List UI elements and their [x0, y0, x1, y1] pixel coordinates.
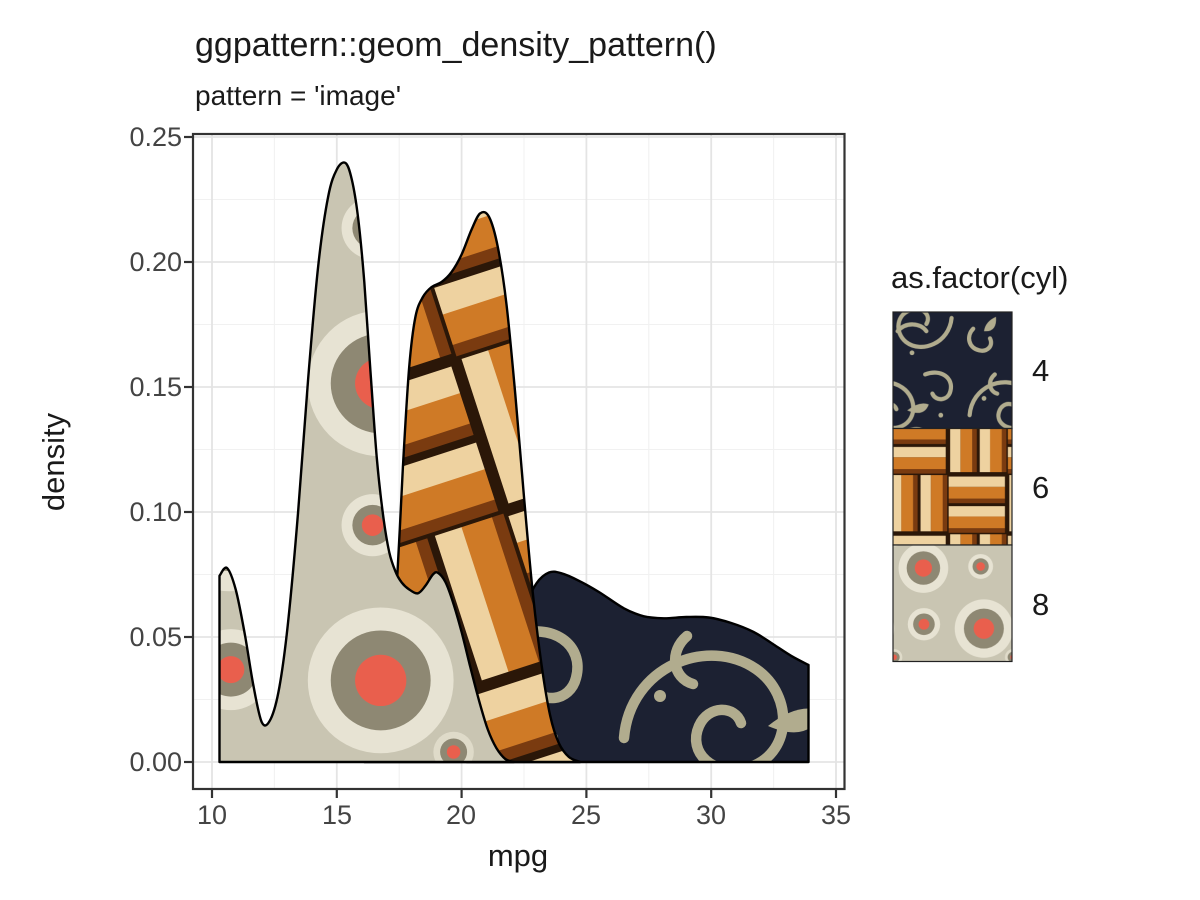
- x-tick-label-15: 15: [321, 800, 353, 830]
- x-tick-label-10: 10: [196, 800, 228, 830]
- chart-subtitle: pattern = 'image': [195, 80, 402, 111]
- y-tick-label-0.15: 0.15: [129, 372, 182, 402]
- x-tick-label-25: 25: [570, 800, 602, 830]
- x-tick-label-35: 35: [820, 800, 852, 830]
- legend-swatch-cyl8: [892, 544, 1013, 663]
- legend-label-6: 6: [1032, 470, 1050, 505]
- density-areas: [218, 161, 810, 764]
- x-tick-label-30: 30: [695, 800, 727, 830]
- legend-swatch-cyl4: [892, 311, 1013, 430]
- density-area-cyl8: [218, 161, 516, 764]
- y-tick-label-0.10: 0.10: [129, 497, 182, 527]
- gridlines: [193, 134, 845, 789]
- panel-border: [191, 132, 846, 791]
- chart-title: ggpattern::geom_density_pattern(): [195, 26, 717, 64]
- y-tick-label-0.25: 0.25: [129, 122, 182, 152]
- legend-swatches: [892, 311, 1013, 663]
- y-tick-label-0.20: 0.20: [129, 247, 182, 277]
- x-axis-title: mpg: [487, 838, 549, 873]
- legend-label-4: 4: [1032, 353, 1050, 388]
- legend-swatch-cyl6: [892, 427, 1013, 546]
- y-tick-label-0.05: 0.05: [129, 622, 182, 652]
- axis-tick-marks: [184, 135, 838, 798]
- x-tick-label-20: 20: [445, 800, 477, 830]
- y-tick-label-0.00: 0.00: [129, 747, 182, 777]
- y-axis-title: density: [36, 412, 71, 512]
- legend-title: as.factor(cyl): [891, 260, 1069, 295]
- legend-label-8: 8: [1032, 587, 1050, 622]
